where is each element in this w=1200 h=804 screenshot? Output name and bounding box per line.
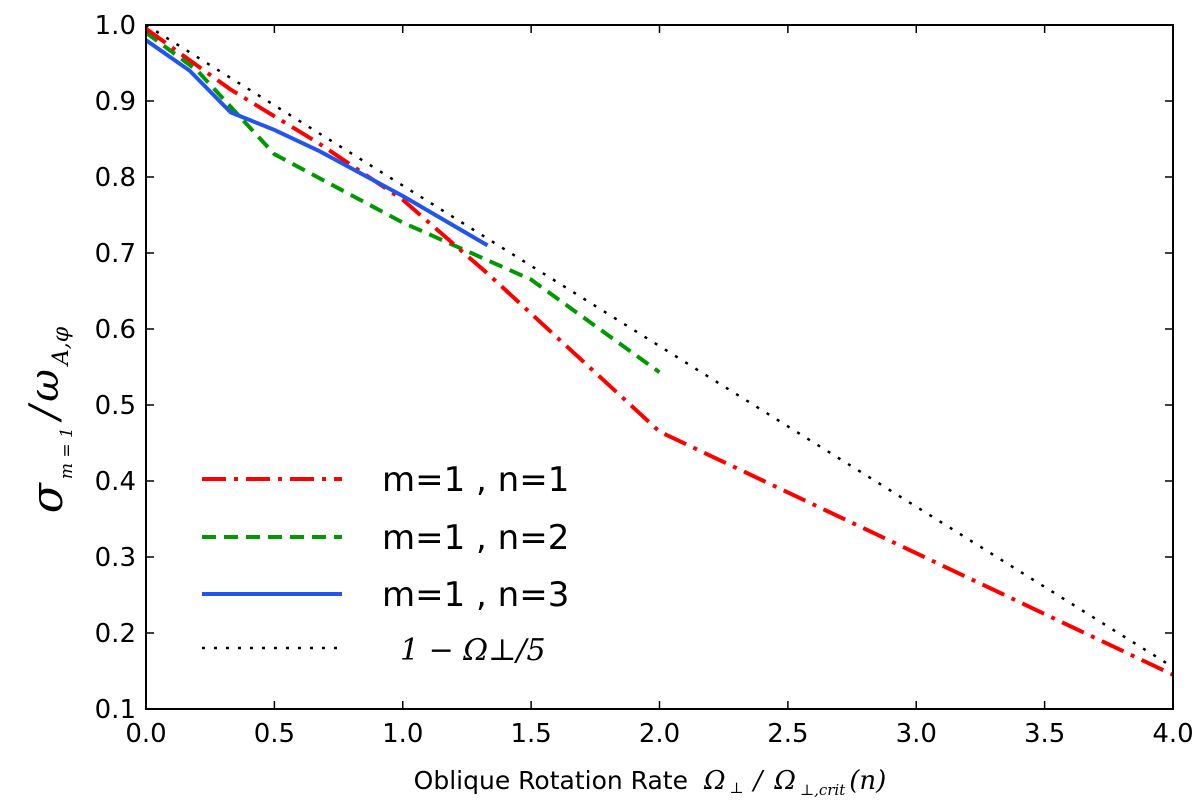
- y-tick-label: 0.2: [95, 619, 136, 649]
- x-tick-label: 1.5: [510, 719, 551, 749]
- x-axis-label: Oblique Rotation Rate Ω ⊥ / Ω ⊥,crit (n): [414, 766, 887, 799]
- y-tick-label: 0.3: [95, 543, 136, 573]
- series-line-0: [144, 27, 1174, 677]
- y-tick-label: 1.0: [95, 11, 136, 41]
- legend-label-reference: 1 − Ω⊥/5: [400, 633, 546, 668]
- y-tick-label: 0.6: [95, 315, 136, 345]
- x-tick-label: 3.5: [1024, 719, 1065, 749]
- svg-text:σ m = 1 / ω: σ m = 1 / ω A,φ: [22, 326, 77, 513]
- y-tick-label: 0.5: [95, 391, 136, 421]
- x-tick-label: 0.0: [125, 719, 166, 749]
- y-tick-label: 0.4: [95, 467, 136, 497]
- x-tick-label: 2.0: [639, 719, 680, 749]
- series-line-2: [144, 38, 489, 248]
- y-tick-label: 0.1: [95, 695, 136, 725]
- x-axis-ticks: 0.0 0.5 1.0 1.5 2.0 2.5 3.0 3.5 4.0: [125, 25, 1194, 749]
- y-axis-label: σ m = 1 / ω A,φ: [22, 326, 77, 513]
- x-tick-label: 1.0: [382, 719, 423, 749]
- plot-frame: [145, 24, 1174, 710]
- y-tick-label: 0.8: [95, 163, 136, 193]
- legend-label-m1-n3: m=1 , n=3: [382, 575, 569, 615]
- series-line-1: [144, 30, 661, 374]
- x-tick-label: 2.5: [767, 719, 808, 749]
- legend: m=1 , n=1 m=1 , n=2 m=1 , n=3 1 − Ω⊥/5: [202, 460, 569, 668]
- x-tick-label: 4.0: [1152, 719, 1193, 749]
- x-tick-label: 0.5: [254, 719, 295, 749]
- series-line-3: [145, 23, 1174, 669]
- x-tick-label: 3.0: [896, 719, 937, 749]
- y-tick-label: 0.7: [95, 239, 136, 269]
- legend-label-m1-n1: m=1 , n=1: [382, 460, 569, 500]
- legend-label-m1-n2: m=1 , n=2: [382, 518, 569, 558]
- series-layer: [144, 23, 1174, 677]
- y-axis-ticks: 0.1 0.2 0.3 0.4 0.5 0.6 0.7 0.8 0.9 1.0: [95, 11, 1173, 725]
- y-tick-label: 0.9: [95, 87, 136, 117]
